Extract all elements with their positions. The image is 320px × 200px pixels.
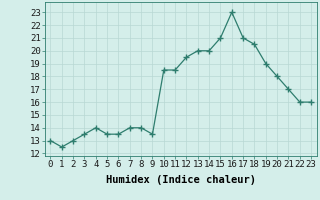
X-axis label: Humidex (Indice chaleur): Humidex (Indice chaleur): [106, 175, 256, 185]
